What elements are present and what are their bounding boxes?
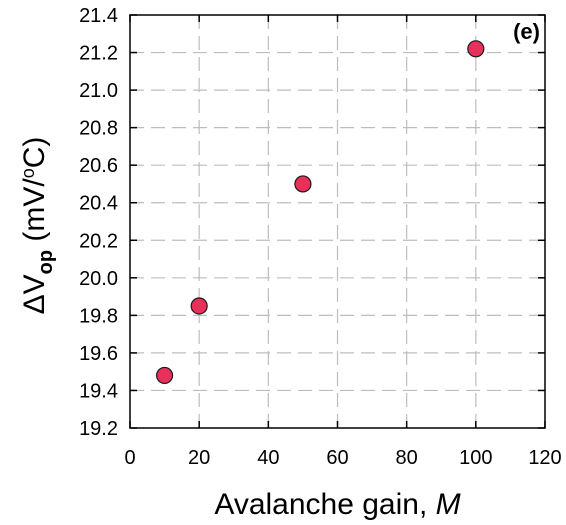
y-tick-label: 20.8 <box>79 118 118 140</box>
ticks <box>129 14 546 429</box>
panel-label: (e) <box>513 19 540 44</box>
y-axis-title: ΔVop (mV/oC) <box>18 137 57 315</box>
y-axis-title-subscript: op <box>35 250 57 274</box>
y-tick-label: 21.2 <box>79 43 118 65</box>
x-tick-label: 40 <box>257 447 279 469</box>
x-axis-title-text: Avalanche gain, <box>214 488 435 521</box>
data-point <box>467 40 485 58</box>
x-tick-label: 100 <box>459 447 492 469</box>
data-points <box>155 40 485 385</box>
y-tick-label: 20.2 <box>79 230 118 252</box>
grid <box>130 15 545 428</box>
data-point <box>155 366 174 385</box>
x-tick-label: 20 <box>188 447 210 469</box>
y-axis-title-superscript: o <box>18 168 38 178</box>
y-tick-label: 19.6 <box>79 343 118 365</box>
x-tick-label: 120 <box>528 447 561 469</box>
y-axis-title-units-end: C) <box>18 137 51 169</box>
x-tick-label: 80 <box>396 447 418 469</box>
x-tick-label: 60 <box>326 447 348 469</box>
data-point <box>190 297 208 315</box>
plot-frame <box>129 14 546 429</box>
y-tick-label: 20.6 <box>79 155 118 177</box>
y-tick-label: 21.0 <box>79 80 118 102</box>
data-point <box>294 175 312 193</box>
x-tick-label: 0 <box>124 447 135 469</box>
y-tick-label: 20.0 <box>79 268 118 290</box>
tick-labels: 0 20 40 60 80 100 120 19.2 19.4 19.6 19.8 20.0 20.2 2… <box>79 5 562 469</box>
y-axis-title-prefix: ΔV <box>18 274 51 314</box>
y-tick-label: 19.2 <box>79 418 118 440</box>
x-axis-title: Avalanche gain, M <box>214 488 460 521</box>
x-axis-title-italic: M <box>436 488 461 521</box>
y-tick-label: 20.4 <box>79 193 118 215</box>
y-tick-label: 21.4 <box>79 5 118 27</box>
y-axis-title-units: (mV/ <box>18 178 51 250</box>
y-tick-label: 19.4 <box>79 380 118 402</box>
y-tick-label: 19.8 <box>79 305 118 327</box>
